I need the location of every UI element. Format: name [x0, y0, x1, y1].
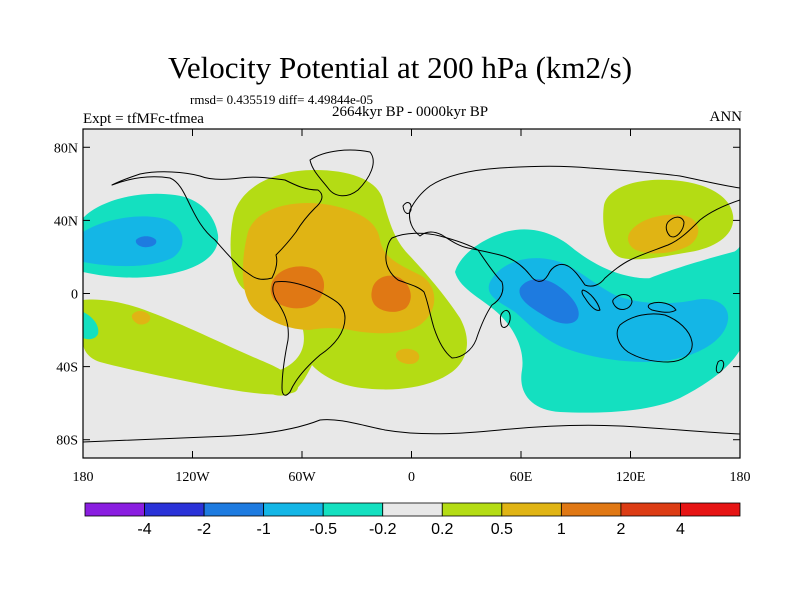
contour-negative-0.2-eastpacific-equator [644, 250, 740, 299]
coastline-north-america [111, 171, 323, 280]
coastline-uk [402, 202, 412, 214]
colorbar-box-9 [620, 502, 681, 517]
colorbar-label-0: -4 [137, 521, 151, 538]
coastline-madagascar [499, 309, 511, 328]
center-subtitle: 2664kyr BP - 0000kyr BP [331, 104, 489, 120]
x-tick-label-3: 0 [408, 470, 415, 485]
coastline-japan [665, 216, 685, 238]
coastline-eurasia [409, 165, 740, 287]
coastline-greenland [309, 149, 374, 197]
colorbar-box-5 [382, 502, 443, 517]
y-tick-label-0: 80N [54, 141, 78, 156]
colorbar-box-1 [144, 502, 205, 517]
x-axis: 180 120W 60W 0 60E 120E 180 [73, 129, 751, 485]
colorbar-box-8 [560, 502, 622, 517]
y-tick-label-1: 40N [54, 214, 78, 229]
x-tick-label-6: 180 [730, 470, 751, 485]
left-subtitle: Expt = tfMFc-tfmea [83, 111, 204, 127]
coastline-new-guinea [647, 301, 677, 313]
colorbar-box-2 [203, 502, 265, 517]
colorbar-box-7 [501, 502, 562, 517]
colorbar-label-1: -2 [197, 521, 211, 538]
colorbar-box-3 [263, 502, 324, 517]
stats-text: rmsd= 0.435519 diff= 4.49844e-05 [190, 92, 374, 107]
contour-positive-1-caribbean [270, 266, 325, 309]
contour-positive-0.5-southatlantic [395, 348, 420, 364]
y-tick-label-2: 0 [71, 288, 78, 303]
colorbar-label-9: 4 [676, 521, 685, 538]
x-tick-label-1: 120W [175, 470, 210, 485]
colorbar-label-6: 0.5 [491, 521, 513, 538]
x-tick-label-5: 120E [616, 470, 646, 485]
y-tick-label-3: 40S [56, 361, 78, 376]
y-axis: 80N 40N 0 40S 80S [54, 141, 740, 449]
map-area [83, 129, 740, 458]
contour-negative-0.2-westpacific-edge [83, 312, 99, 340]
colorbar-box-0 [84, 502, 145, 517]
colorbar-label-2: -1 [257, 521, 271, 538]
y-tick-label-4: 80S [56, 434, 78, 449]
colorbar: -4 -2 -1 -0.5 -0.2 0.2 0.5 1 2 4 [84, 502, 741, 538]
coastline-sumatra [581, 289, 601, 311]
contour-positive-0.5-southpacific [131, 310, 151, 325]
contour-negative-1-northpacific [135, 236, 157, 248]
coastline-south-america [272, 281, 346, 396]
coastline-australia [616, 313, 693, 363]
coastline-borneo [612, 294, 633, 310]
colorbar-box-10 [680, 502, 741, 517]
contour-positive-1-brazil [371, 275, 411, 312]
colorbar-label-4: -0.2 [369, 521, 397, 538]
coastlines [83, 149, 740, 443]
coastline-antarctica [83, 419, 740, 443]
x-tick-label-2: 60W [288, 470, 316, 485]
x-tick-label-0: 180 [73, 470, 94, 485]
colorbar-label-7: 1 [557, 521, 566, 538]
coastline-africa [385, 232, 504, 359]
contour-negative-1-indian [519, 279, 579, 324]
chart-title: Velocity Potential at 200 hPa (km2/s) [167, 50, 633, 85]
coastline-new-zealand [715, 359, 725, 374]
x-tick-label-4: 60E [510, 470, 533, 485]
colorbar-label-3: -0.5 [309, 521, 337, 538]
colorbar-label-5: 0.2 [431, 521, 453, 538]
colorbar-box-4 [322, 502, 384, 517]
colorbar-box-6 [441, 502, 503, 517]
contour-positive-0.5-japan [628, 214, 699, 254]
contour-negative-0.5-northpacific [83, 216, 183, 267]
colorbar-label-8: 2 [616, 521, 625, 538]
right-subtitle: ANN [709, 109, 743, 125]
